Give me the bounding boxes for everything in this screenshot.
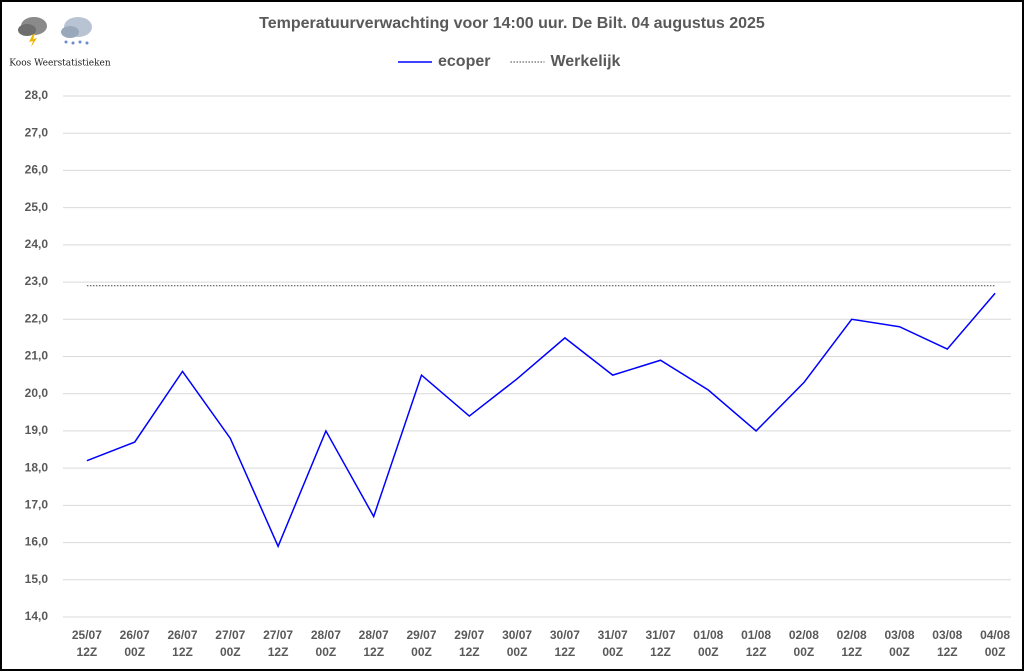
x-tick-label: 27/07: [215, 628, 245, 642]
x-tick-label: 04/08: [980, 628, 1010, 642]
y-tick-label: 17,0: [25, 498, 49, 512]
x-tick-label: 31/07: [598, 628, 628, 642]
chart-title: Temperatuurverwachting voor 14:00 uur. D…: [259, 15, 765, 32]
x-tick-label: 25/07: [72, 628, 102, 642]
x-tick-label: 12Z: [841, 645, 862, 659]
series-line: [86, 292, 996, 549]
y-tick-label: 16,0: [25, 535, 49, 549]
x-tick-label: 12Z: [77, 645, 98, 659]
y-tick-label: 20,0: [25, 386, 49, 400]
y-tick-label: 26,0: [25, 163, 49, 177]
y-tick-label: 25,0: [25, 200, 49, 214]
x-tick-label: 28/07: [359, 628, 389, 642]
x-tick-label: 03/08: [884, 628, 914, 642]
y-tick-label: 15,0: [25, 572, 49, 586]
x-tick-label: 00Z: [794, 645, 815, 659]
x-tick-label: 00Z: [507, 645, 528, 659]
x-tick-label: 00Z: [602, 645, 623, 659]
x-tick-label: 00Z: [411, 645, 432, 659]
y-tick-label: 19,0: [25, 423, 49, 437]
x-tick-label: 00Z: [316, 645, 337, 659]
x-tick-label: 30/07: [502, 628, 532, 642]
x-tick-label: 01/08: [741, 628, 771, 642]
y-tick-label: 28,0: [25, 88, 49, 102]
x-tick-label: 27/07: [263, 628, 293, 642]
x-tick-label: 00Z: [889, 645, 910, 659]
brand: Koos Weerstatistieken: [9, 59, 111, 69]
legend-label: Werkelijk: [550, 53, 620, 70]
logo: [18, 17, 92, 47]
x-tick-label: 12Z: [363, 645, 384, 659]
legend-label: ecoper: [438, 53, 490, 70]
x-tick-label: 12Z: [937, 645, 958, 659]
y-tick-label: 18,0: [25, 460, 49, 474]
x-tick-label: 30/07: [550, 628, 580, 642]
x-tick-label: 02/08: [789, 628, 819, 642]
x-tick-label: 00Z: [220, 645, 241, 659]
x-tick-label: 00Z: [985, 645, 1006, 659]
y-tick-label: 14,0: [25, 609, 49, 623]
x-tick-label: 29/07: [454, 628, 484, 642]
y-tick-label: 27,0: [25, 125, 49, 139]
y-tick-label: 21,0: [25, 349, 49, 363]
x-tick-label: 31/07: [645, 628, 675, 642]
x-tick-label: 12Z: [650, 645, 671, 659]
x-tick-label: 12Z: [172, 645, 193, 659]
x-tick-label: 03/08: [932, 628, 962, 642]
x-tick-label: 02/08: [837, 628, 867, 642]
x-tick-label: 12Z: [268, 645, 289, 659]
x-tick-label: 26/07: [120, 628, 150, 642]
x-tick-label: 00Z: [698, 645, 719, 659]
y-tick-label: 22,0: [25, 311, 49, 325]
x-tick-label: 12Z: [746, 645, 767, 659]
x-tick-label: 01/08: [693, 628, 723, 642]
y-tick-label: 23,0: [25, 274, 49, 288]
x-tick-label: 00Z: [124, 645, 145, 659]
x-tick-label: 26/07: [167, 628, 197, 642]
x-tick-label: 12Z: [555, 645, 576, 659]
x-tick-label: 28/07: [311, 628, 341, 642]
y-tick-label: 24,0: [25, 237, 49, 251]
x-tick-label: 12Z: [459, 645, 480, 659]
x-tick-label: 29/07: [406, 628, 436, 642]
